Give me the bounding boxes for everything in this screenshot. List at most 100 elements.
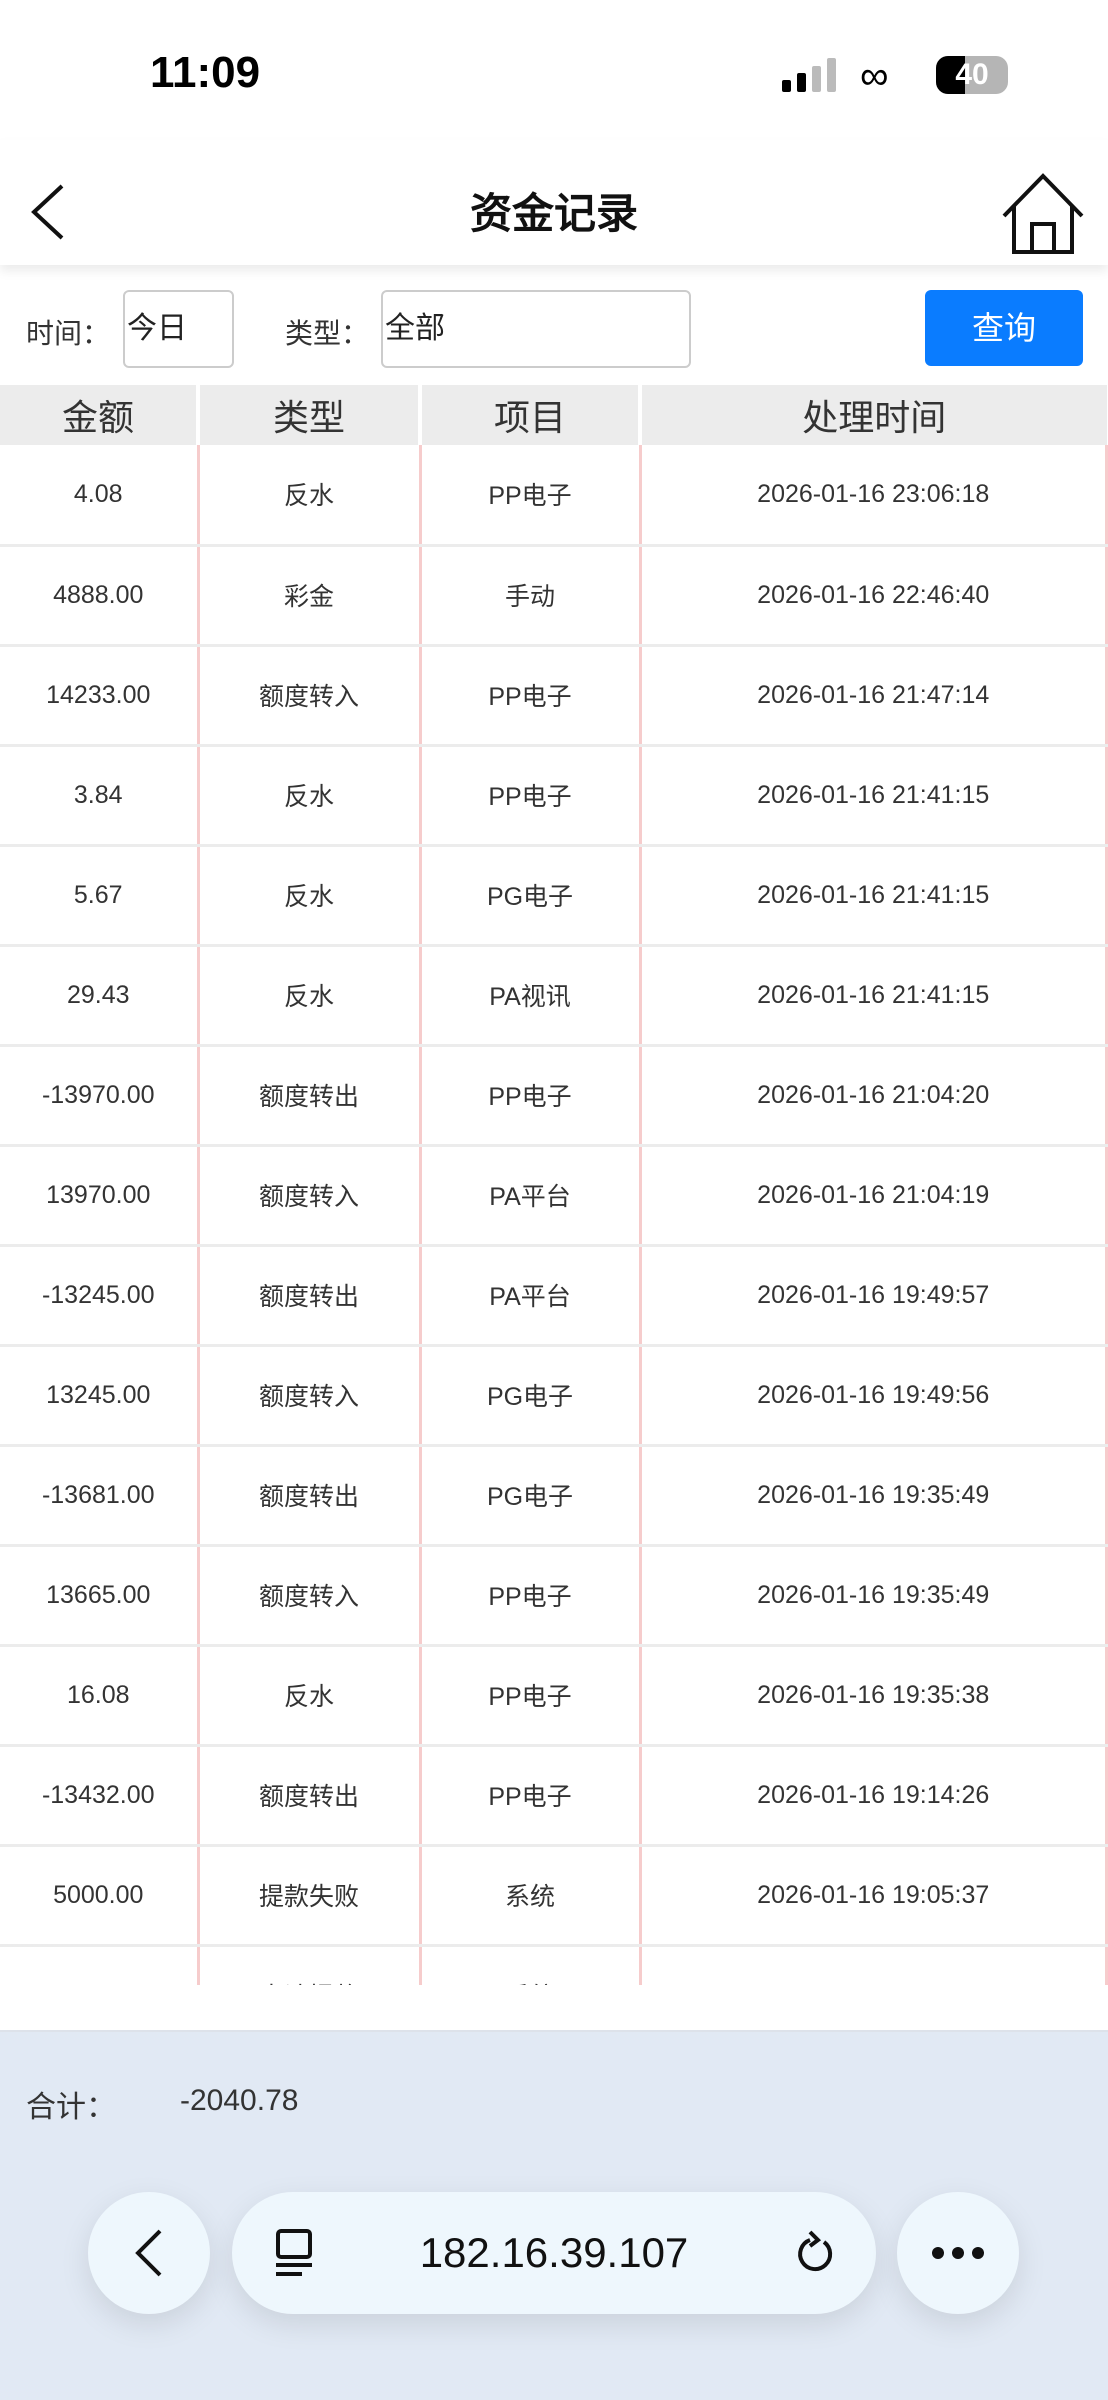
- time-cell: 2026-01-16 21:41:15: [638, 745, 1108, 847]
- type-cell: 额度转入: [196, 1545, 420, 1647]
- total-value: -2040.78: [180, 2084, 299, 2117]
- type-cell: 额度转出: [196, 1445, 420, 1547]
- more-icon: [932, 2247, 984, 2259]
- more-button[interactable]: [897, 2192, 1019, 2314]
- item-cell: PP电子: [418, 1045, 640, 1147]
- amount-cell: 4888.00: [0, 545, 198, 647]
- table-row: -13970.00 额度转出 PP电子 2026-01-16 21:04:20: [0, 1045, 1108, 1147]
- records-table-viewport[interactable]: 金额 类型 项目 处理时间 4.08 反水 PP电子 2026-01-16 23:06…: [0, 0, 1108, 1985]
- column-header-amount: 金额: [0, 385, 198, 445]
- time-cell: 2026-01-16 19:14:26: [638, 1745, 1108, 1847]
- column-header-item: 项目: [418, 385, 640, 445]
- table-row: 5000.00申请提款系统2026-01-16 19:00:51: [0, 1945, 1108, 1985]
- table-row: -13245.00 额度转出 PA平台 2026-01-16 19:49:57: [0, 1245, 1108, 1347]
- item-cell: PA视讯: [418, 945, 640, 1047]
- table-row: 13970.00 额度转入 PA平台 2026-01-16 21:04:19: [0, 1145, 1108, 1247]
- time-cell: 2026-01-16 19:00:51: [638, 1945, 1108, 1985]
- clock: 11:09: [150, 48, 261, 97]
- type-cell: 额度转入: [196, 1345, 420, 1447]
- amount-cell: -13681.00: [0, 1445, 198, 1547]
- item-cell: 系统: [418, 1845, 640, 1947]
- amount-cell: -13432.00: [0, 1745, 198, 1847]
- time-cell: 2026-01-16 19:49:56: [638, 1345, 1108, 1447]
- amount-cell: 29.43: [0, 945, 198, 1047]
- item-cell: PA平台: [418, 1145, 640, 1247]
- time-select[interactable]: 今日: [123, 290, 234, 368]
- time-cell: 2026-01-16 22:46:40: [638, 545, 1108, 647]
- time-cell: 2026-01-16 21:47:14: [638, 645, 1108, 747]
- summary-footer: 合计： -2040.78 182.16.39.107: [0, 2030, 1108, 2400]
- battery-level: 40: [955, 58, 989, 91]
- type-label: 类型：: [285, 318, 370, 349]
- time-cell: 2026-01-16 19:35:49: [638, 1545, 1108, 1647]
- time-cell: 2026-01-16 19:49:57: [638, 1245, 1108, 1347]
- table-row: 29.43 反水 PA视讯 2026-01-16 21:41:15: [0, 945, 1108, 1047]
- type-cell: 额度转出: [196, 1745, 420, 1847]
- back-icon[interactable]: [28, 182, 68, 242]
- status-bar: 11:09 ∞ 40: [0, 0, 1108, 140]
- column-header-type: 类型: [196, 385, 420, 445]
- page-menu-icon: [276, 2229, 312, 2276]
- page-title: 资金记录: [469, 190, 638, 237]
- table-row: 13245.00 额度转入 PG电子 2026-01-16 19:49:56: [0, 1345, 1108, 1447]
- type-cell: 提款失败: [196, 1845, 420, 1947]
- type-cell: 反水: [196, 845, 420, 947]
- item-cell: PG电子: [418, 1345, 640, 1447]
- table-row: -13681.00 额度转出 PG电子 2026-01-16 19:35:49: [0, 1445, 1108, 1547]
- home-icon[interactable]: [1000, 170, 1086, 256]
- item-cell: 手动: [418, 545, 640, 647]
- amount-cell: 5000.00: [0, 1845, 198, 1947]
- url-text: 182.16.39.107: [419, 2229, 689, 2276]
- time-cell: 2026-01-16 19:35:49: [638, 1445, 1108, 1547]
- amount-cell: 13245.00: [0, 1345, 198, 1447]
- amount-cell: 5000.00: [0, 1945, 198, 1985]
- amount-cell: 14233.00: [0, 645, 198, 747]
- time-cell: 2026-01-16 19:35:38: [638, 1645, 1108, 1747]
- time-cell: 2026-01-16 23:06:18: [638, 445, 1108, 547]
- time-cell: 2026-01-16 21:04:19: [638, 1145, 1108, 1247]
- type-cell: 申请提款: [196, 1945, 420, 1985]
- type-cell: 反水: [196, 1645, 420, 1747]
- time-label: 时间：: [26, 318, 111, 349]
- query-button[interactable]: 查询: [925, 290, 1083, 366]
- type-cell: 额度转入: [196, 1145, 420, 1247]
- table-row: 4888.00 彩金 手动 2026-01-16 22:46:40: [0, 545, 1108, 647]
- type-cell: 彩金: [196, 545, 420, 647]
- item-cell: PP电子: [418, 1545, 640, 1647]
- address-bar[interactable]: 182.16.39.107: [232, 2192, 876, 2314]
- table-row: 3.84 反水 PP电子 2026-01-16 21:41:15: [0, 745, 1108, 847]
- type-select[interactable]: 全部: [381, 290, 691, 368]
- type-cell: 额度转入: [196, 645, 420, 747]
- amount-cell: -13970.00: [0, 1045, 198, 1147]
- filter-bar: 时间： 今日 类型： 全部 查询: [0, 290, 1108, 370]
- table-row: 16.08 反水 PP电子 2026-01-16 19:35:38: [0, 1645, 1108, 1747]
- total-label: 合计：: [26, 2091, 116, 2124]
- table-row: 13665.00 额度转入 PP电子 2026-01-16 19:35:49: [0, 1545, 1108, 1647]
- item-cell: 系统: [418, 1945, 640, 1985]
- nav-header: 资金记录: [0, 140, 1108, 265]
- amount-cell: 13970.00: [0, 1145, 198, 1247]
- table-row: 14233.00 额度转入 PP电子 2026-01-16 21:47:14: [0, 645, 1108, 747]
- time-cell: 2026-01-16 21:41:15: [638, 945, 1108, 1047]
- item-cell: PP电子: [418, 645, 640, 747]
- amount-cell: 4.08: [0, 445, 198, 547]
- column-header-time: 处理时间: [638, 385, 1107, 445]
- table-row: -13432.00 额度转出 PP电子 2026-01-16 19:14:26: [0, 1745, 1108, 1847]
- item-cell: PA平台: [418, 1245, 640, 1347]
- item-cell: PP电子: [418, 445, 640, 547]
- table-row: 4.08 反水 PP电子 2026-01-16 23:06:18: [0, 445, 1108, 547]
- item-cell: PP电子: [418, 1745, 640, 1847]
- amount-cell: -13245.00: [0, 1245, 198, 1347]
- item-cell: PG电子: [418, 1445, 640, 1547]
- browser-back-button[interactable]: [88, 2192, 210, 2314]
- table-header-row: 金额 类型 项目 处理时间: [0, 385, 1107, 445]
- link-icon: ∞: [860, 54, 889, 98]
- type-cell: 反水: [196, 745, 420, 847]
- records-table: 金额 类型 项目 处理时间 4.08 反水 PP电子 2026-01-16 23:06…: [0, 385, 1108, 1985]
- type-cell: 额度转出: [196, 1045, 420, 1147]
- amount-cell: 16.08: [0, 1645, 198, 1747]
- type-cell: 额度转出: [196, 1245, 420, 1347]
- item-cell: PP电子: [418, 1645, 640, 1747]
- amount-cell: 5.67: [0, 845, 198, 947]
- reload-icon[interactable]: [796, 2228, 836, 2278]
